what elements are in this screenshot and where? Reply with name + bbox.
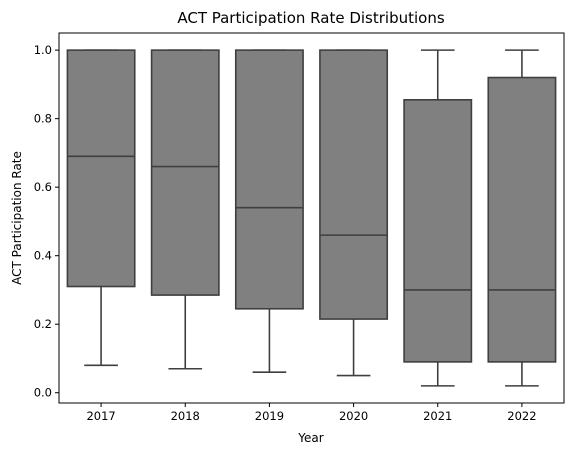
plot-frame (58, 32, 565, 404)
chart-title: ACT Participation Rate Distributions (177, 9, 444, 27)
box-2019 (234, 49, 304, 310)
y-tick-label: 0.4 (34, 249, 52, 263)
y-tick-label: 0.2 (34, 317, 52, 331)
box-2020 (319, 49, 389, 320)
x-tick-label: 2022 (507, 409, 536, 423)
x-tick-label: 2020 (339, 409, 368, 423)
x-tick-label: 2018 (171, 409, 200, 423)
box-2017 (66, 49, 136, 288)
y-tick-label: 0.6 (34, 180, 52, 194)
box-2018 (150, 49, 220, 296)
box-2022 (487, 76, 557, 363)
y-tick-label: 0.0 (34, 386, 52, 400)
x-tick-label: 2021 (423, 409, 452, 423)
x-axis-label: Year (297, 431, 323, 445)
x-tick-label: 2017 (86, 409, 115, 423)
x-tick-label: 2019 (255, 409, 284, 423)
y-axis-label: ACT Participation Rate (10, 151, 24, 285)
plot-area: 0.0 0.2 0.4 0.6 0.8 1.0 2017 2018 2019 2020 2021 20… (34, 43, 557, 423)
y-tick-label: 1.0 (34, 43, 52, 57)
y-tick-label: 0.8 (34, 112, 52, 126)
box-2021 (403, 99, 473, 363)
